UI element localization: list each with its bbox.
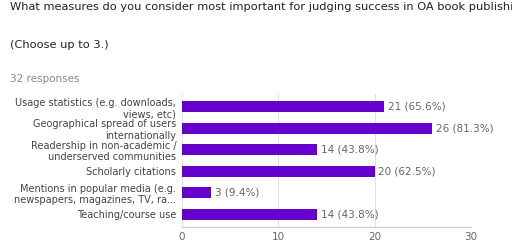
Bar: [182, 123, 433, 134]
Bar: [182, 209, 317, 220]
Bar: [182, 144, 317, 155]
Bar: [182, 187, 211, 198]
Text: 3 (9.4%): 3 (9.4%): [215, 188, 259, 198]
Text: 32 responses: 32 responses: [10, 74, 80, 84]
Bar: [182, 101, 384, 112]
Text: 26 (81.3%): 26 (81.3%): [436, 123, 494, 133]
Text: (Choose up to 3.): (Choose up to 3.): [10, 40, 109, 49]
Text: 21 (65.6%): 21 (65.6%): [388, 102, 446, 112]
Bar: [182, 166, 375, 177]
Text: 20 (62.5%): 20 (62.5%): [378, 166, 436, 176]
Text: 14 (43.8%): 14 (43.8%): [321, 145, 378, 155]
Text: What measures do you consider most important for judging success in OA book publ: What measures do you consider most impor…: [10, 2, 512, 12]
Text: 14 (43.8%): 14 (43.8%): [321, 209, 378, 219]
